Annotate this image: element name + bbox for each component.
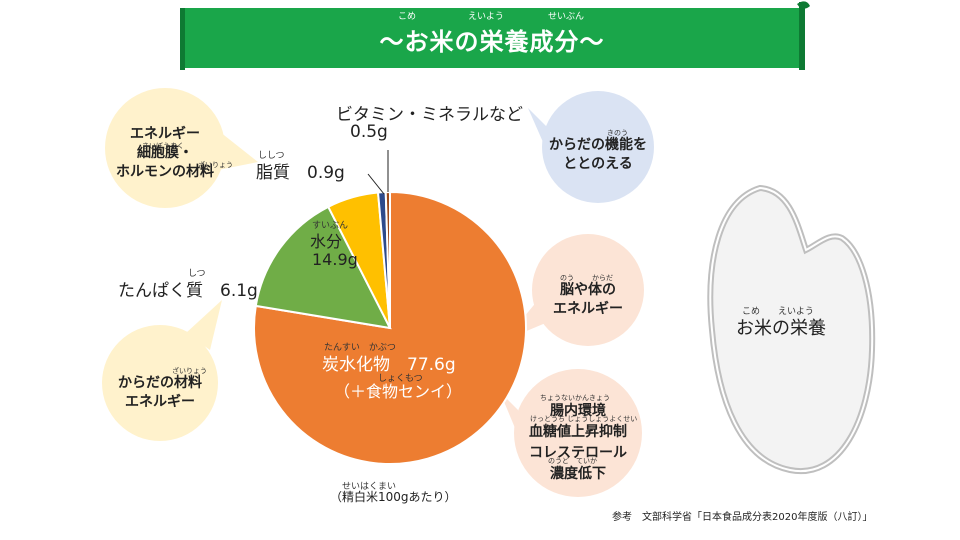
bubble-vitamin-role-text: からだの機能を ととのえる [540,136,656,174]
water-name: 水分 [310,232,343,251]
basis-note: （精白米100gあたり） [330,490,457,504]
leader-fat [367,173,385,195]
title-ruby-3: せいぶん [548,12,585,22]
rice-grain-illustration [707,184,876,475]
bubble-vitamin-role [528,91,654,203]
water-value: 14.9g [312,250,358,269]
bubble-line: 濃度低下 [550,466,606,482]
fat-value: 0.9g [307,163,345,183]
pie-chart [253,190,527,465]
bubble-line: 腸内環境 [550,403,606,419]
vitamin-role-ruby: きのう [607,129,628,137]
bubble-line: からだの機能を [549,137,647,153]
slice-water [254,205,392,330]
carb-role-2-ruby-a: ちょうないかんきょう [540,394,610,402]
bubble-line: 脳や体の [560,282,616,298]
bubble-line: 血糖値上昇抑制 [529,424,627,440]
bubble-fat-role-text: エネルギー 細胞膜・ ホルモンの材料 [105,125,225,182]
source-note: 参考 文部科学省「日本食品成分表2020年度版（八訂）」 [612,512,873,523]
bubble-carb-role-2 [500,369,642,497]
carb-note: （＋食物センイ） [334,382,463,401]
carb-name: 炭水化物 [322,355,390,375]
bubble-line: エネルギー [553,301,623,317]
carb-value: 77.6g [407,355,456,375]
bubble-line: エネルギー [125,394,195,410]
fat-name: 脂質 [256,163,290,183]
protein-label: たんぱく質 6.1g [118,281,258,301]
carb-role-2-ruby-c: のうど ていか [548,457,597,465]
carb-role-1-ruby-a: のう [560,274,574,282]
title-banner [180,1,810,70]
page-title: ～お米の栄養成分～ [379,28,605,56]
bubble-line: ととのえる [563,156,633,172]
carb-role-2-ruby-b: けっとうち じょうしょうよくせい [530,415,638,423]
protein-role-ruby: ざいりょう [172,367,207,375]
carb-ruby: たんすい かぶつ [324,343,396,353]
bubble-protein-role [102,300,222,441]
bubble-line: エネルギー [130,126,200,142]
fat-label: 脂質 0.9g [256,158,345,183]
bubble-line: コレステロール [529,445,627,461]
rice-label: お米の栄養 [736,318,826,339]
title-ruby-2: えいよう [468,12,504,22]
bubble-line: からだの材料 [118,375,202,391]
carb-label: 炭水化物 77.6g [322,350,456,375]
fat-role-ruby-2: ざいりょう [198,161,233,169]
bubble-carb-role-2-text: 腸内環境 血糖値上昇抑制 コレステロール 濃度低下 [514,401,642,485]
bubble-line: 細胞膜・ [137,145,193,161]
rice-ruby: こめ えいよう [742,307,814,317]
title-ruby-1: こめ [398,12,417,22]
vitamin-name: ビタミン・ミネラルなど [336,105,523,125]
bubble-fat-role [105,88,258,208]
carb-note-ruby: しょくもつ [378,374,423,384]
slice-vitamin-mineral [384,190,391,329]
bubble-carb-role-1-text: 脳や体の エネルギー [530,281,646,319]
bubble-line: ホルモンの材料 [116,164,214,180]
carb-role-1-ruby-b: からだ [592,274,613,282]
water-ruby: すいぶん [312,221,349,231]
basis-ruby: せいはくまい [342,482,397,492]
fat-ruby: ししつ [258,151,285,161]
vitamin-value: 0.5g [350,122,388,142]
bubble-protein-role-text: からだの材料 エネルギー [100,374,220,412]
protein-ruby: しつ [188,269,206,279]
fat-role-ruby-1: さいぼうまく [142,142,184,150]
